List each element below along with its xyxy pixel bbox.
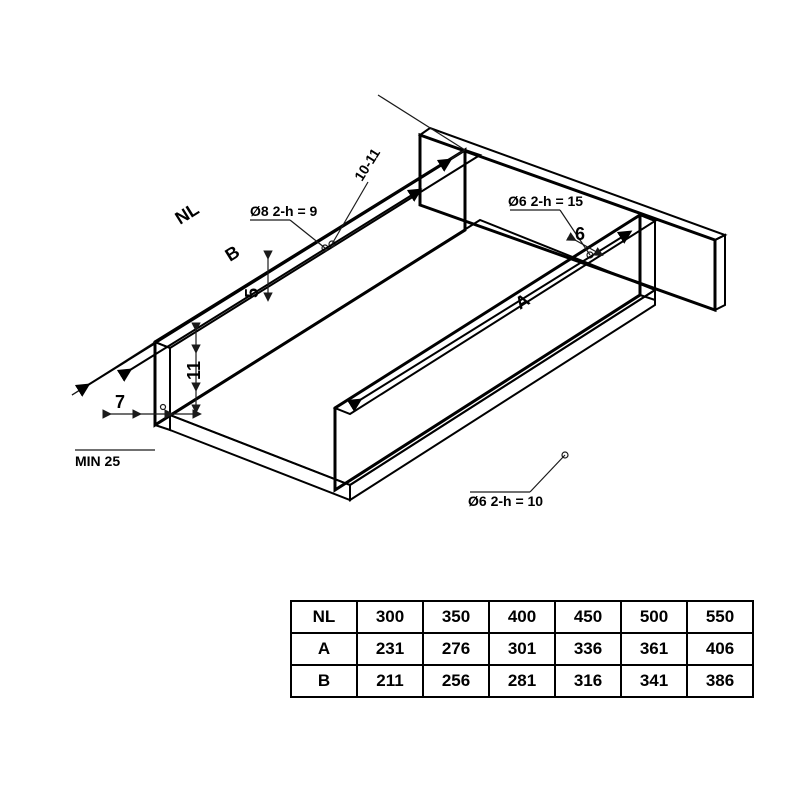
table-cell: NL xyxy=(291,601,357,633)
table-cell: 276 xyxy=(423,633,489,665)
table-row: NL 300 350 400 450 500 550 xyxy=(291,601,753,633)
table-cell: 316 xyxy=(555,665,621,697)
label-5: 5 xyxy=(242,288,262,298)
table-cell: 550 xyxy=(687,601,753,633)
right-side-panel xyxy=(335,215,655,490)
table-cell: 386 xyxy=(687,665,753,697)
table-cell: 300 xyxy=(357,601,423,633)
table-cell: 281 xyxy=(489,665,555,697)
table-cell: 350 xyxy=(423,601,489,633)
dim-labels: NL B A MIN 25 7 11 5 6 Ø8 2-h = 9 10-11 … xyxy=(75,145,585,509)
table-cell: 336 xyxy=(555,633,621,665)
label-rightHole2: Ø6 2-h = 10 xyxy=(468,493,543,509)
table-cell: 500 xyxy=(621,601,687,633)
table-cell: 341 xyxy=(621,665,687,697)
dimension-table: NL 300 350 400 450 500 550 A 231 276 301… xyxy=(290,600,754,698)
table-cell: 450 xyxy=(555,601,621,633)
label-b: B xyxy=(222,242,244,266)
table-cell: 361 xyxy=(621,633,687,665)
table-cell: 400 xyxy=(489,601,555,633)
dim-lines xyxy=(72,95,630,492)
table-cell: 406 xyxy=(687,633,753,665)
table-row: A 231 276 301 336 361 406 xyxy=(291,633,753,665)
table-cell: 231 xyxy=(357,633,423,665)
table-cell: 211 xyxy=(357,665,423,697)
table-cell: 301 xyxy=(489,633,555,665)
label-topHole: Ø8 2-h = 9 xyxy=(250,203,318,219)
table-cell: 256 xyxy=(423,665,489,697)
table-cell: A xyxy=(291,633,357,665)
table-cell: B xyxy=(291,665,357,697)
label-rightHole1: Ø6 2-h = 15 xyxy=(508,193,583,209)
left-side-panel xyxy=(155,150,480,430)
label-min25: MIN 25 xyxy=(75,453,120,469)
label-7: 7 xyxy=(115,392,125,412)
table-row: B 211 256 281 316 341 386 xyxy=(291,665,753,697)
label-11: 11 xyxy=(184,361,204,380)
label-6: 6 xyxy=(575,224,585,244)
label-nl: NL xyxy=(172,199,203,229)
label-sideHole: 10-11 xyxy=(351,145,383,183)
canvas: NL B A MIN 25 7 11 5 6 Ø8 2-h = 9 10-11 … xyxy=(0,0,800,800)
